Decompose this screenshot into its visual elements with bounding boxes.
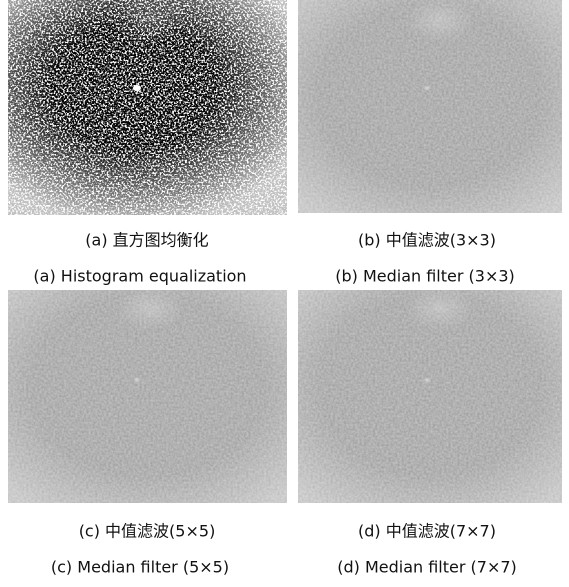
caption-en: (a) Histogram equalization (33, 267, 246, 286)
image-c (8, 286, 287, 503)
image-d (298, 286, 562, 503)
caption-en: (b) Median filter (3×3) (335, 267, 515, 286)
caption-cn: (a) 直方图均衡化 (85, 231, 208, 250)
caption-cn: (b) 中值滤波(3×3) (358, 231, 496, 250)
image-a (8, 0, 287, 215)
caption-cn: (c) 中值滤波(5×5) (79, 522, 216, 541)
figure: (a) 直方图均衡化 (a) Histogram equalization (b… (0, 0, 569, 587)
caption-cn: (d) 中值滤波(7×7) (358, 522, 496, 541)
image-b (298, 0, 562, 213)
page: (a) 直方图均衡化 (a) Histogram equalization (b… (0, 0, 569, 587)
caption-en: (d) Median filter (7×7) (337, 558, 517, 577)
caption-en: (c) Median filter (5×5) (51, 558, 229, 577)
